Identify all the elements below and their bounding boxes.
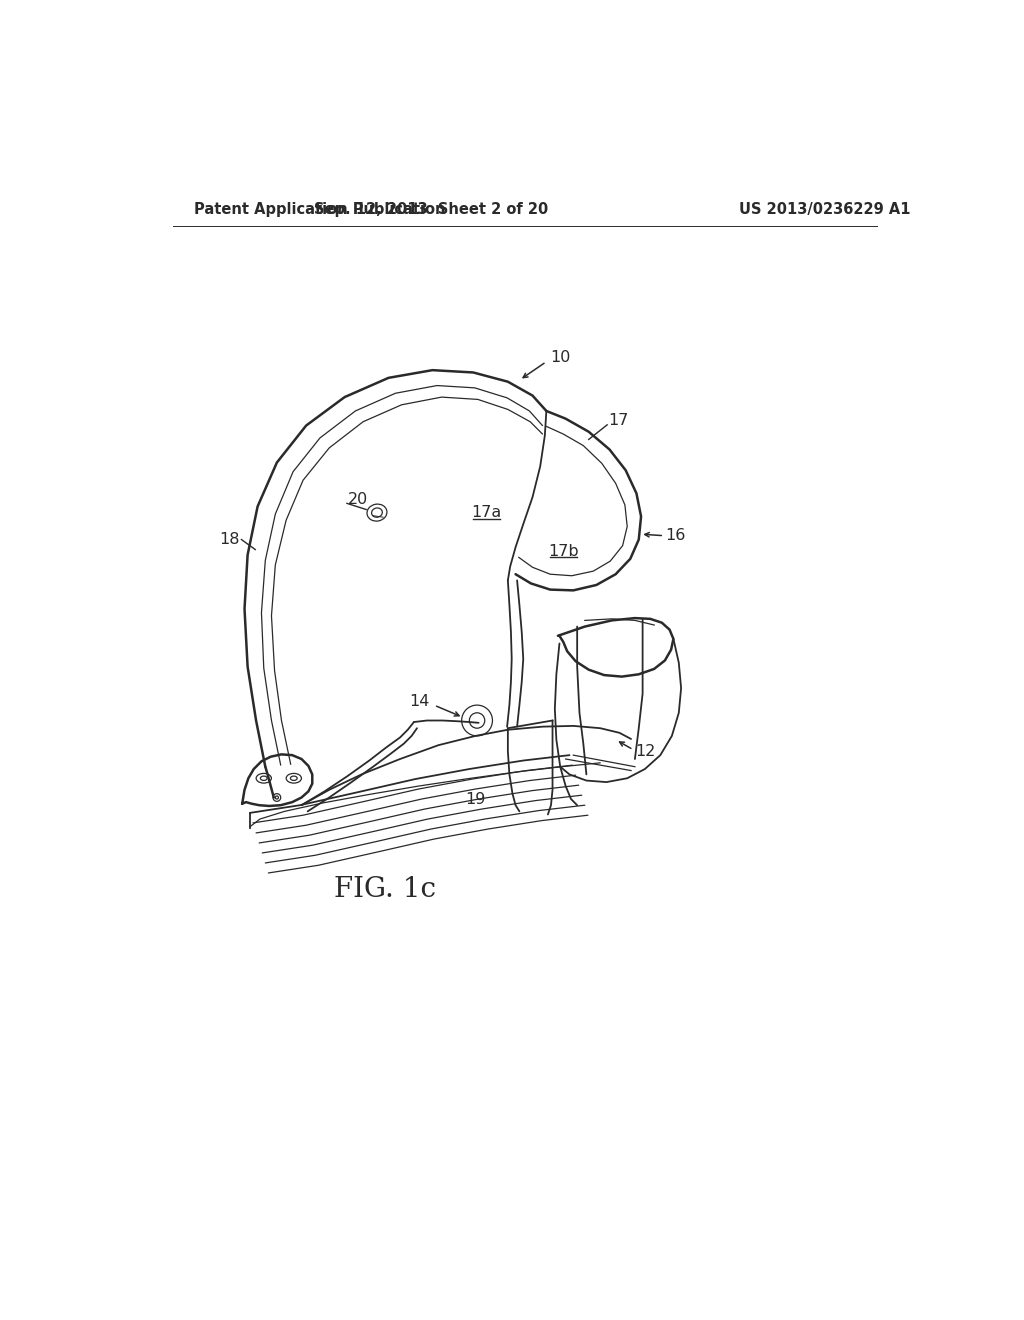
Text: 10: 10 (550, 350, 570, 364)
Text: 16: 16 (666, 528, 686, 544)
Text: 14: 14 (409, 694, 429, 709)
Text: FIG. 1c: FIG. 1c (334, 876, 435, 903)
Text: 12: 12 (635, 743, 655, 759)
Text: 19: 19 (465, 792, 485, 807)
Text: US 2013/0236229 A1: US 2013/0236229 A1 (739, 202, 910, 218)
Text: 18: 18 (219, 532, 240, 546)
Text: 17b: 17b (548, 544, 579, 558)
Text: 17: 17 (608, 413, 629, 428)
Text: Sep. 12, 2013  Sheet 2 of 20: Sep. 12, 2013 Sheet 2 of 20 (313, 202, 548, 218)
Text: Patent Application Publication: Patent Application Publication (194, 202, 445, 218)
Text: 17a: 17a (471, 506, 502, 520)
Text: 20: 20 (348, 492, 368, 507)
